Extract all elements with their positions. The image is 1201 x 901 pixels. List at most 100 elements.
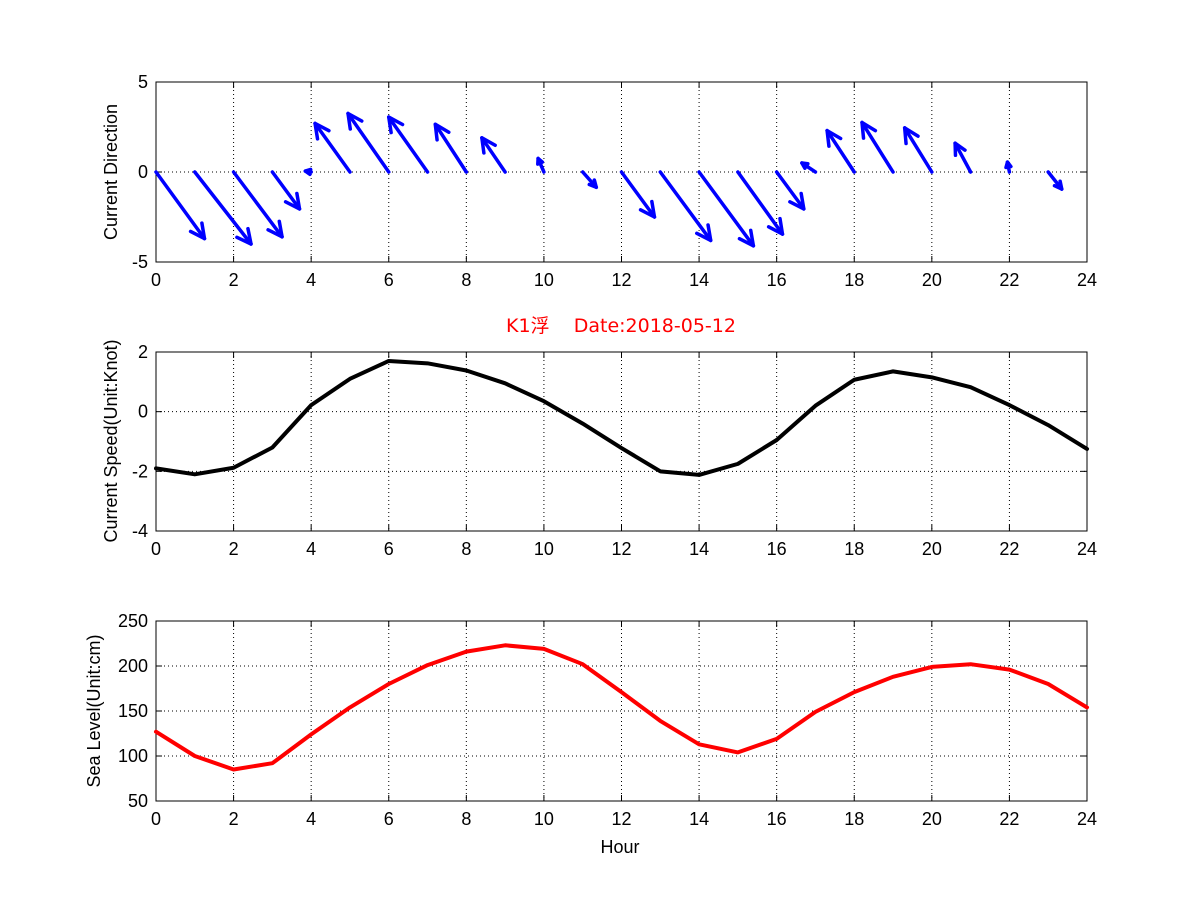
ylabel-sea-level: Sea Level(Unit:cm) <box>84 634 104 787</box>
arrow-shaft <box>953 141 973 174</box>
x-tick-label: 6 <box>384 539 394 559</box>
current-speed-panel: K1浮 Date:2018-05-12 Current Speed(Unit:K… <box>101 315 1097 559</box>
ylabel-current-direction: Current Direction <box>101 104 121 240</box>
arrow-head <box>695 223 713 243</box>
y-tick-label: 100 <box>118 746 148 766</box>
series-line <box>154 358 1089 477</box>
chart-title: K1浮 Date:2018-05-12 <box>506 315 736 337</box>
arrow-shaft <box>658 170 713 243</box>
current-arrow <box>860 120 895 174</box>
x-tick-label: 0 <box>151 270 161 290</box>
current-arrow <box>619 170 657 219</box>
x-tick-label: 8 <box>461 809 471 829</box>
x-tick-label: 24 <box>1077 539 1097 559</box>
sea-level-panel: Hour Sea Level(Unit:cm) 0 2 4 6 8 10 12 14 16 18 2… <box>84 611 1097 857</box>
current-arrow <box>736 170 785 236</box>
current-arrow <box>902 126 934 174</box>
arrow-shaft <box>346 111 391 174</box>
arrow-shaft <box>387 115 430 174</box>
arrow-head <box>1004 160 1013 170</box>
current-arrow <box>580 170 599 190</box>
arrow-head <box>587 178 599 190</box>
arrow-head <box>387 115 405 135</box>
x-tick-label: 4 <box>306 539 316 559</box>
x-tick-label: 16 <box>767 539 787 559</box>
x-tick-label: 20 <box>922 809 942 829</box>
x-tick-label: 12 <box>611 270 631 290</box>
arrow-head <box>433 122 451 142</box>
x-tick-label: 18 <box>844 270 864 290</box>
arrow-shaft <box>902 126 934 174</box>
x-tick-label: 10 <box>534 809 554 829</box>
current-arrow <box>953 141 973 174</box>
y-tick-label: 5 <box>138 72 148 92</box>
x-tick-label: 14 <box>689 539 709 559</box>
current-arrow <box>231 170 284 239</box>
arrow-shaft <box>480 136 507 174</box>
y-tick-label: 150 <box>118 701 148 721</box>
current-arrow <box>387 115 430 174</box>
x-tick-label: 20 <box>922 270 942 290</box>
arrow-head <box>902 126 920 146</box>
xlabel-hour: Hour <box>600 837 639 857</box>
x-tick-label: 0 <box>151 809 161 829</box>
series-line <box>154 643 1089 772</box>
x-tick-label: 10 <box>534 270 554 290</box>
arrow-head <box>638 199 657 219</box>
arrow-shaft <box>154 170 207 241</box>
arrow-shaft <box>825 128 856 174</box>
x-tick-label: 10 <box>534 539 554 559</box>
current-arrow <box>1004 160 1013 174</box>
x-tick-label: 24 <box>1077 809 1097 829</box>
x-tick-label: 16 <box>767 270 787 290</box>
current-arrow <box>154 170 207 241</box>
arrow-head <box>953 141 967 158</box>
current-arrow <box>313 121 352 174</box>
arrow-shaft <box>697 170 756 248</box>
x-tick-label: 4 <box>306 270 316 290</box>
x-tick-label: 24 <box>1077 270 1097 290</box>
arrow-head <box>536 156 545 166</box>
arrow-shaft <box>774 170 806 211</box>
x-tick-label: 8 <box>461 270 471 290</box>
y-tick-label: 0 <box>138 162 148 182</box>
tick-marks: 0 2 4 6 8 10 12 14 16 18 20 22 24-505 <box>132 72 1097 290</box>
x-tick-label: 18 <box>844 809 864 829</box>
x-tick-label: 22 <box>999 270 1019 290</box>
arrow-head <box>800 161 810 170</box>
y-tick-label: -5 <box>132 252 148 272</box>
arrow-head <box>188 221 207 241</box>
arrow-head <box>480 136 497 155</box>
y-tick-label: 250 <box>118 611 148 631</box>
arrow-head <box>825 128 843 148</box>
current-arrow <box>536 156 546 174</box>
arrow-head <box>346 111 364 131</box>
arrow-head <box>737 228 756 248</box>
current-arrow <box>774 170 806 211</box>
arrow-head <box>788 191 806 211</box>
arrow-head <box>303 167 313 177</box>
x-tick-label: 14 <box>689 270 709 290</box>
arrow-shaft <box>270 170 302 211</box>
x-tick-label: 18 <box>844 539 864 559</box>
x-tick-label: 12 <box>611 809 631 829</box>
arrow-shaft <box>313 121 352 174</box>
x-tick-label: 4 <box>306 809 316 829</box>
arrow-head <box>266 219 284 239</box>
current-arrow <box>303 167 313 177</box>
y-tick-label: -2 <box>132 461 148 481</box>
x-tick-label: 22 <box>999 809 1019 829</box>
y-tick-label: -4 <box>132 521 148 541</box>
current-arrow <box>825 128 856 174</box>
x-tick-label: 2 <box>229 270 239 290</box>
x-tick-label: 0 <box>151 539 161 559</box>
x-tick-label: 8 <box>461 539 471 559</box>
arrow-shaft <box>860 120 895 174</box>
current-arrow <box>658 170 713 243</box>
arrow-shaft <box>619 170 657 219</box>
current-direction-panel: Current Direction 0 2 4 6 8 10 12 14 16 18 20 22 24-… <box>101 72 1097 290</box>
arrow-head <box>313 121 331 141</box>
x-tick-label: 12 <box>611 539 631 559</box>
